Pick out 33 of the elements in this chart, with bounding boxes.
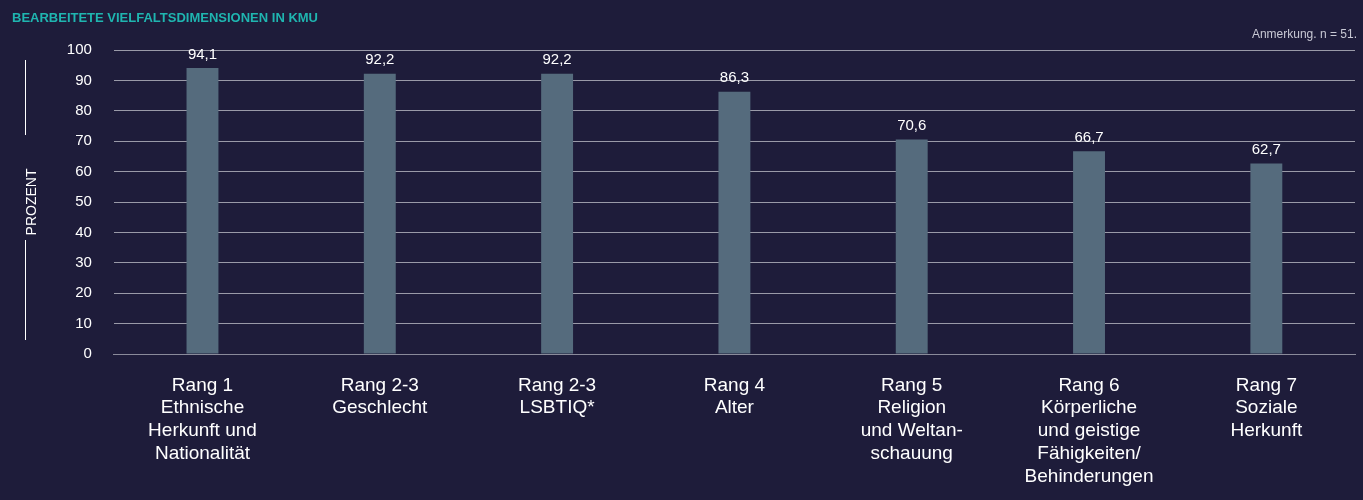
- y-axis-title: PROZENT: [23, 168, 40, 236]
- y-tick-label: 10: [75, 313, 92, 331]
- bar: [718, 91, 751, 354]
- y-tick-label: 70: [75, 131, 92, 149]
- x-tick-label: Rang 2-3 LSBTIQ*: [518, 373, 597, 418]
- x-tick-label: Rang 4 Alter: [703, 373, 766, 418]
- data-label: 92,2: [365, 50, 395, 68]
- data-label: 92,2: [542, 50, 572, 68]
- x-tick-label: Rang 5 Religion und Weltan- schauung: [860, 373, 963, 464]
- y-tick-label: 0: [83, 344, 92, 362]
- y-tick-label: 30: [75, 252, 92, 270]
- y-tick-label: 60: [75, 161, 92, 179]
- bar: [1250, 163, 1283, 354]
- x-tick-label: Rang 2-3 Geschlecht: [332, 373, 429, 418]
- bar: [363, 73, 396, 354]
- y-tick-label: 80: [75, 100, 92, 118]
- bar: [186, 67, 219, 354]
- y-tick-label: 40: [75, 222, 92, 240]
- data-label: 70,6: [897, 116, 927, 134]
- y-tick-label: 90: [75, 70, 92, 88]
- y-tick-label: 100: [66, 40, 92, 58]
- text: Anmerkung. n = 51.: [1251, 27, 1357, 41]
- data-label: 62,7: [1251, 140, 1281, 158]
- x-tick-label: Rang 1 Ethnische Herkunft und Nationalität: [148, 373, 257, 464]
- y-tick-label: 20: [75, 283, 92, 301]
- data-label: 66,7: [1074, 127, 1104, 145]
- chart-title: BEARBEITETE VIELFALTSDIMENSIONEN IN KMU: [12, 10, 318, 25]
- bar: [541, 73, 574, 354]
- x-tick-label: Rang 6 Körperliche und geistige Fähigkeiten/ Behinderungen: [1024, 373, 1154, 486]
- bar: [1073, 151, 1105, 354]
- bar: [895, 139, 928, 354]
- y-tick-label: 50: [75, 192, 92, 210]
- x-tick-label: Rang 7 Soziale Herkunft: [1230, 373, 1303, 441]
